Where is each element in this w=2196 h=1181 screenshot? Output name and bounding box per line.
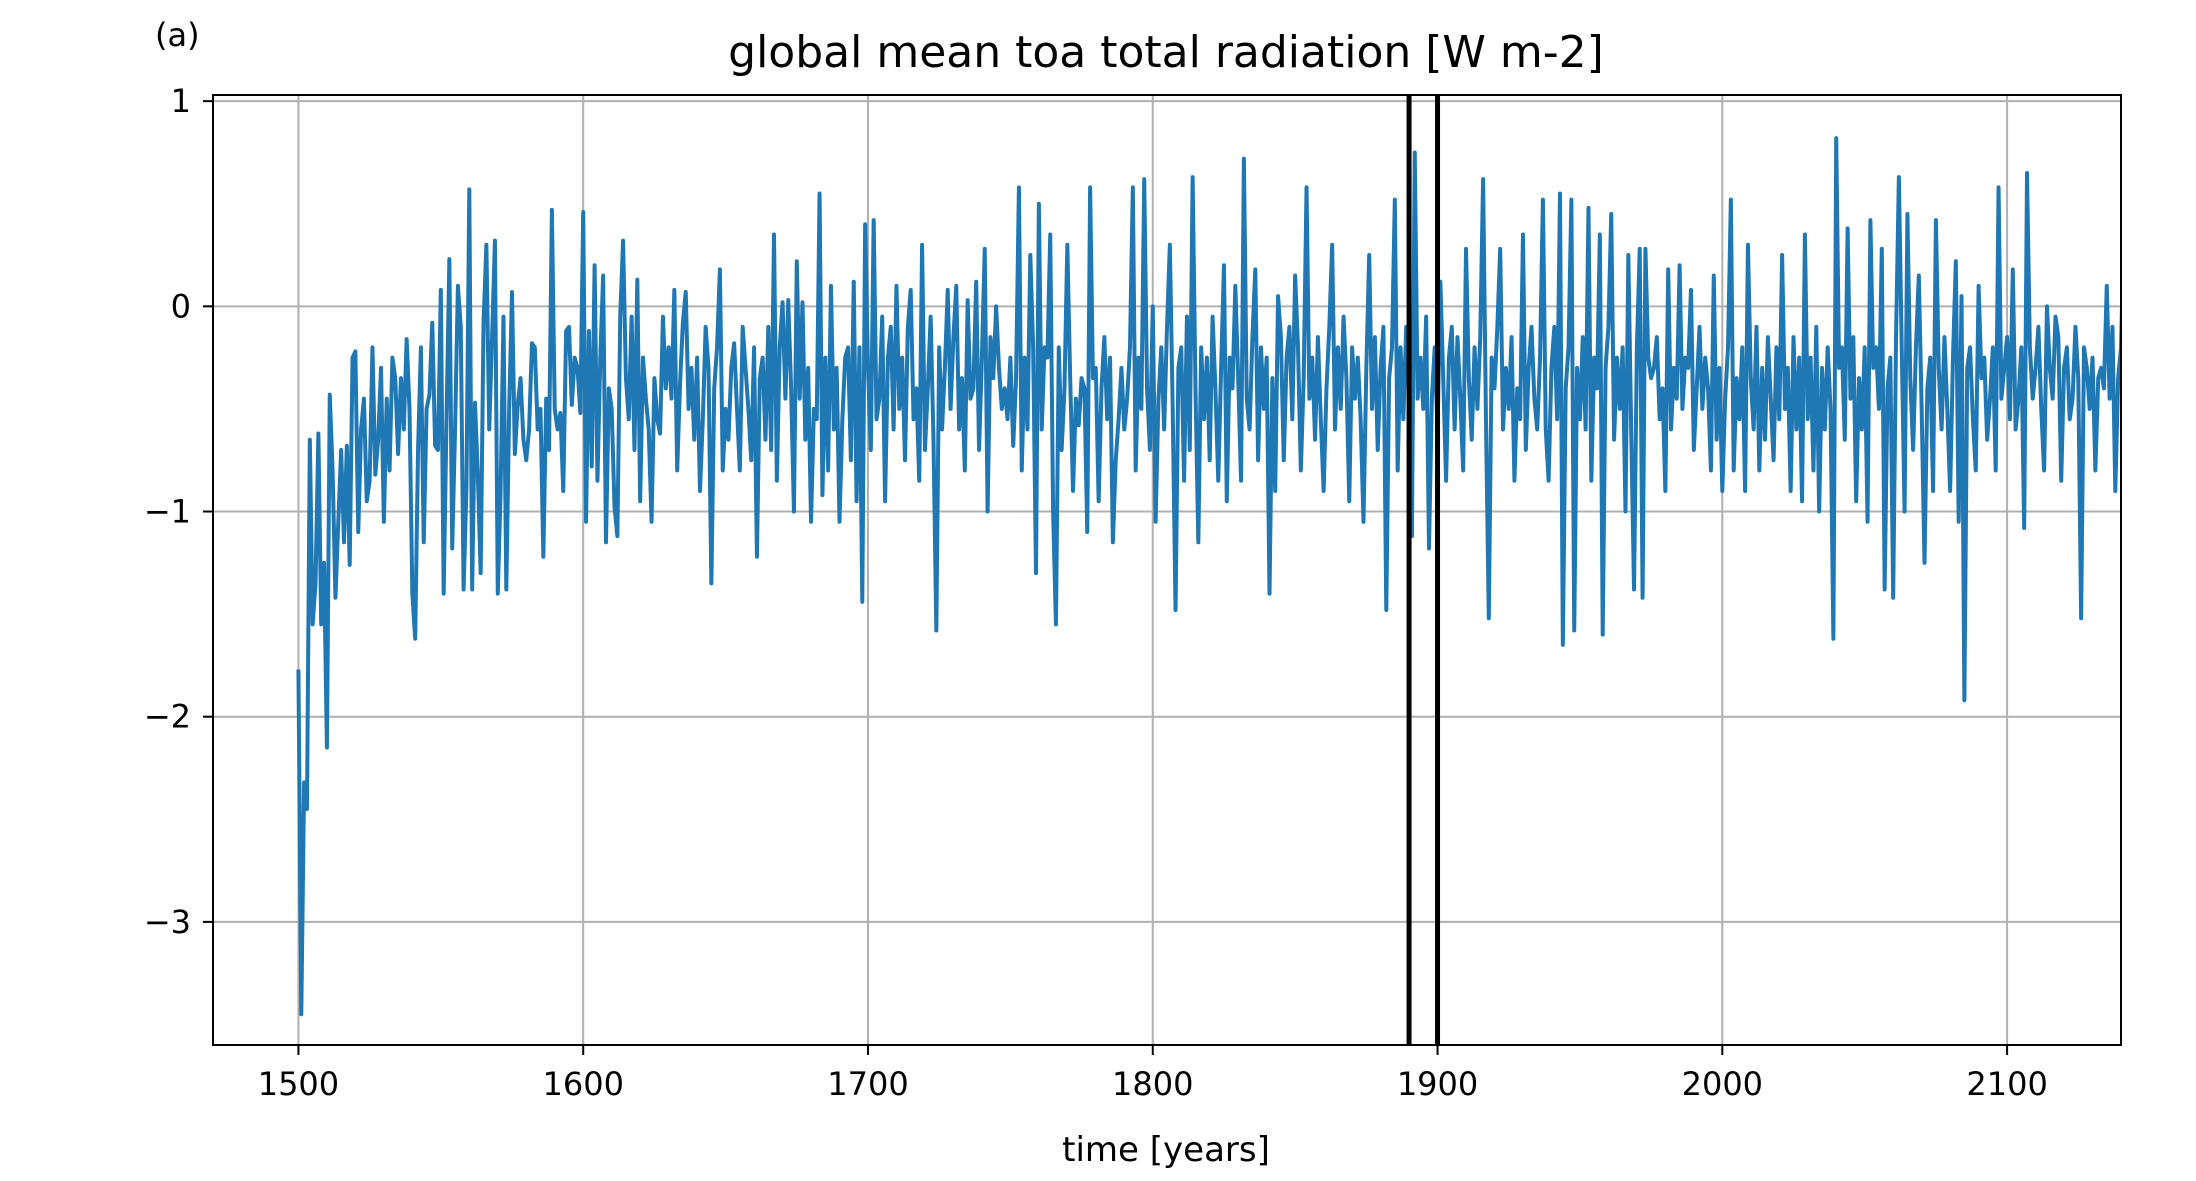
x-axis-label: time [years]: [1062, 1130, 1270, 1170]
y-tick-label: −1: [144, 493, 191, 531]
x-axis-ticks: 1500 1600 1700 1800 1900 2000 2100: [258, 1045, 2048, 1103]
y-axis-ticks: −3 −2 −1 0 1: [144, 82, 213, 941]
x-tick-label: 1700: [827, 1065, 908, 1103]
x-tick-label: 2000: [1682, 1065, 1763, 1103]
reference-vlines: [1406, 95, 1441, 1045]
panel-label: (a): [155, 16, 200, 54]
x-tick-label: 1500: [258, 1065, 339, 1103]
series-line: [296, 136, 2121, 1017]
y-tick-label: −2: [144, 698, 191, 736]
y-tick-label: 0: [171, 287, 191, 325]
x-tick-label: 1600: [542, 1065, 623, 1103]
x-tick-label: 1900: [1397, 1065, 1478, 1103]
y-tick-label: 1: [171, 82, 191, 120]
x-tick-label: 2100: [1966, 1065, 2047, 1103]
chart-title: global mean toa total radiation [W m-2]: [728, 27, 1604, 78]
x-tick-label: 1800: [1112, 1065, 1193, 1103]
axes-frame: [212, 94, 2122, 1046]
plot-area: [296, 95, 2121, 1045]
y-tick-label: −3: [144, 903, 191, 941]
